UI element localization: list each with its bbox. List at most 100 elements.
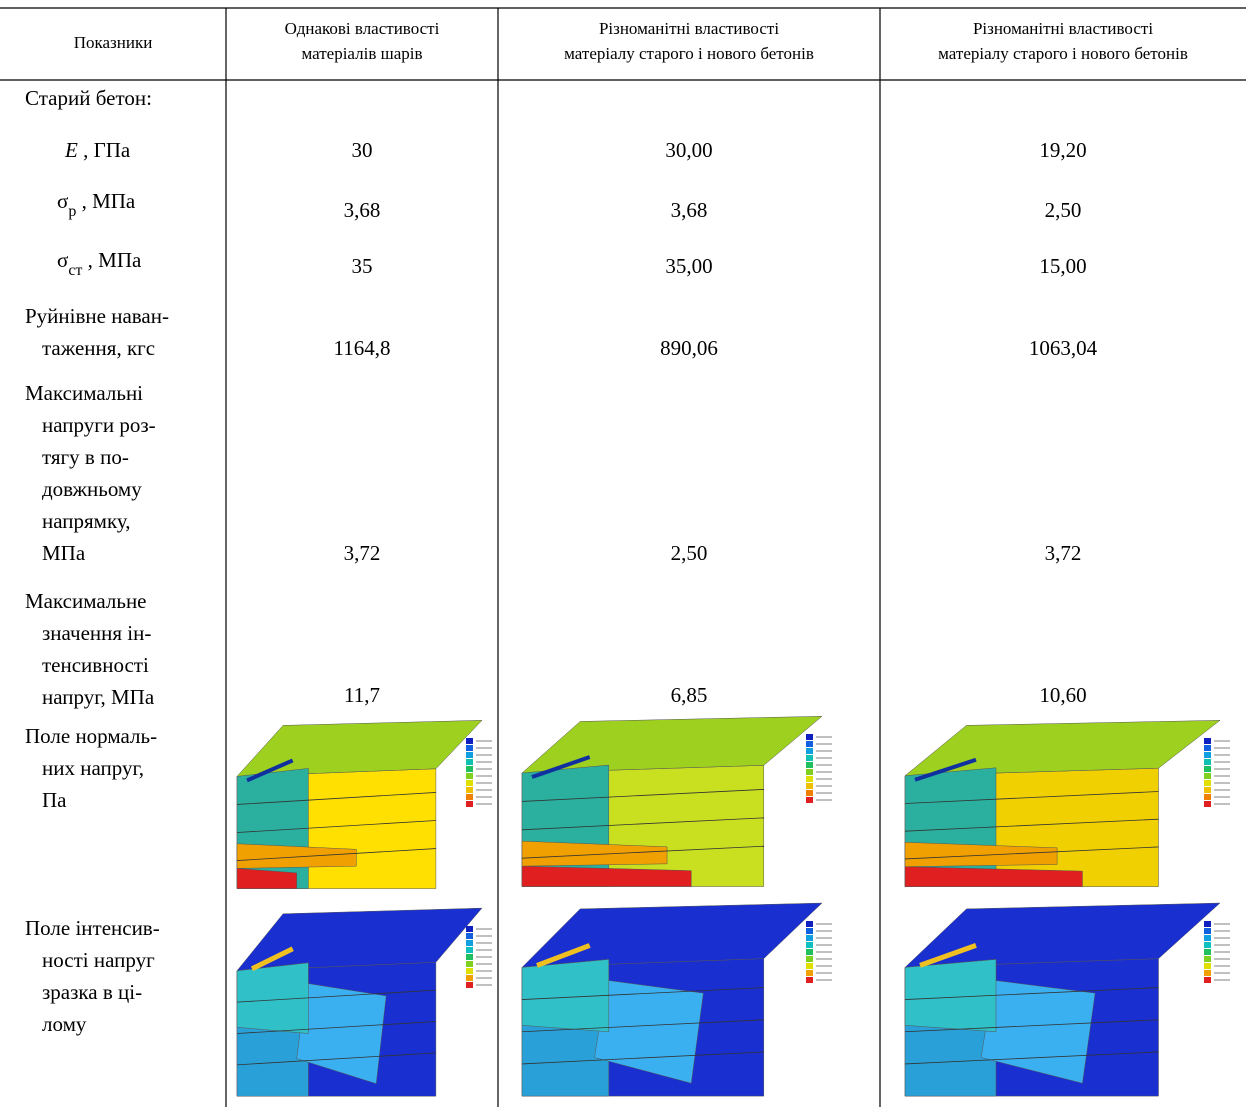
header-cell: Однакові властивості xyxy=(285,19,440,38)
stress-field-plot xyxy=(237,908,492,1096)
legend-swatch xyxy=(466,787,473,793)
legend-swatch xyxy=(1204,942,1211,948)
row-label: значення ін- xyxy=(42,621,151,645)
value-cell: 1164,8 xyxy=(334,336,391,360)
stress-field-plot xyxy=(905,720,1230,886)
legend-swatch xyxy=(806,921,813,927)
legend-swatch xyxy=(806,776,813,782)
legend-swatch xyxy=(806,935,813,941)
legend-swatch xyxy=(1204,801,1211,807)
legend-swatch xyxy=(1204,780,1211,786)
row-label: Старий бетон: xyxy=(25,86,152,110)
legend-swatch xyxy=(1204,738,1211,744)
row-label: довжньому xyxy=(42,477,142,501)
legend-swatch xyxy=(806,963,813,969)
value-cell: 30,00 xyxy=(665,138,712,162)
legend-swatch xyxy=(806,970,813,976)
legend-swatch xyxy=(806,977,813,983)
value-cell: 30 xyxy=(352,138,373,162)
stress-field-plot xyxy=(905,903,1230,1096)
legend-swatch xyxy=(806,734,813,740)
legend-swatch xyxy=(806,942,813,948)
value-cell: 6,85 xyxy=(671,683,708,707)
row-label: напруги роз- xyxy=(42,413,156,437)
row-label: Па xyxy=(42,788,67,812)
legend-swatch xyxy=(466,933,473,939)
row-label: лому xyxy=(42,1012,87,1036)
value-cell: 890,06 xyxy=(660,336,718,360)
value-cell: 10,60 xyxy=(1039,683,1086,707)
unit: , ГПа xyxy=(78,138,131,162)
legend-swatch xyxy=(466,745,473,751)
legend-swatch xyxy=(1204,752,1211,758)
legend-swatch xyxy=(806,928,813,934)
row-label: напрямку, xyxy=(42,509,131,533)
legend-swatch xyxy=(466,947,473,953)
header-cell: матеріалу старого і нового бетонів xyxy=(938,44,1188,63)
row-label: тягу в по- xyxy=(42,445,129,469)
legend-swatch xyxy=(466,961,473,967)
value-cell: 2,50 xyxy=(1045,198,1082,222)
row-label: ності напруг xyxy=(42,948,155,972)
legend-swatch xyxy=(466,940,473,946)
legend-swatch xyxy=(1204,794,1211,800)
table-page: Показники Однакові властивості матеріалів … xyxy=(0,0,1252,1107)
row-label: E , ГПа xyxy=(64,138,131,162)
value-cell: 3,68 xyxy=(671,198,708,222)
value-cell: 3,72 xyxy=(344,541,381,565)
legend-swatch xyxy=(806,762,813,768)
legend-swatch xyxy=(806,741,813,747)
value-cell: 3,72 xyxy=(1045,541,1082,565)
row-label: σст , МПа xyxy=(57,248,142,279)
row-label: Руйнівне наван- xyxy=(25,304,169,328)
legend-swatch xyxy=(1204,977,1211,983)
legend-swatch xyxy=(806,790,813,796)
unit: , МПа xyxy=(82,248,142,272)
value-cell: 35 xyxy=(352,254,373,278)
header-cell: матеріалу старого і нового бетонів xyxy=(564,44,814,63)
legend-swatch xyxy=(806,783,813,789)
legend-swatch xyxy=(1204,787,1211,793)
row-label: тенсивності xyxy=(42,653,149,677)
legend-swatch xyxy=(1204,949,1211,955)
header-cell: Показники xyxy=(74,33,153,52)
subscript: ст xyxy=(68,262,82,279)
symbol: σ xyxy=(57,248,68,272)
legend-swatch xyxy=(466,766,473,772)
symbol: σ xyxy=(57,189,68,213)
header-cell: матеріалів шарів xyxy=(301,44,422,63)
value-cell: 11,7 xyxy=(344,683,380,707)
row-label: зразка в ці- xyxy=(42,980,142,1004)
unit: , МПа xyxy=(76,189,136,213)
top-face xyxy=(905,903,1220,967)
legend-swatch xyxy=(466,738,473,744)
legend-swatch xyxy=(466,926,473,932)
stress-field-plot xyxy=(522,716,832,886)
legend-swatch xyxy=(466,752,473,758)
legend-swatch xyxy=(1204,935,1211,941)
value-cell: 19,20 xyxy=(1039,138,1086,162)
value-cell: 1063,04 xyxy=(1029,336,1098,360)
top-face xyxy=(237,908,482,971)
legend-swatch xyxy=(1204,921,1211,927)
legend-swatch xyxy=(1204,759,1211,765)
row-label: Максимальні xyxy=(25,381,143,405)
stress-field-plot xyxy=(522,903,832,1096)
legend-swatch xyxy=(1204,745,1211,751)
legend-swatch xyxy=(806,769,813,775)
legend-swatch xyxy=(1204,963,1211,969)
legend-swatch xyxy=(806,956,813,962)
legend-swatch xyxy=(466,759,473,765)
row-label: МПа xyxy=(42,541,86,565)
legend-swatch xyxy=(1204,970,1211,976)
legend-swatch xyxy=(806,949,813,955)
legend-swatch xyxy=(1204,766,1211,772)
subscript: р xyxy=(68,203,76,220)
row-label: Поле інтенсив- xyxy=(25,916,160,940)
legend-swatch xyxy=(1204,956,1211,962)
value-cell: 35,00 xyxy=(665,254,712,278)
row-label: напруг, МПа xyxy=(42,685,155,709)
row-label: таження, кгс xyxy=(42,336,155,360)
legend-swatch xyxy=(466,773,473,779)
legend-swatch xyxy=(806,797,813,803)
